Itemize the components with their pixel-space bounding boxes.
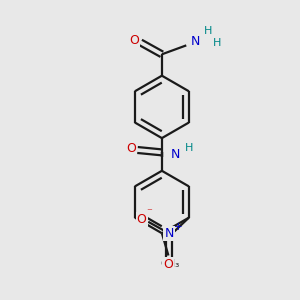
Text: H: H: [184, 142, 193, 153]
Text: H: H: [204, 26, 213, 35]
Text: H: H: [213, 38, 222, 48]
Text: N: N: [164, 227, 174, 240]
Text: +: +: [174, 221, 182, 232]
Text: O: O: [129, 34, 139, 46]
Text: CH₃: CH₃: [160, 259, 180, 269]
Text: O: O: [164, 258, 173, 272]
Text: N: N: [171, 148, 180, 161]
Text: ⁻: ⁻: [147, 207, 153, 217]
Text: N: N: [190, 35, 200, 48]
Text: O: O: [126, 142, 136, 155]
Text: O: O: [137, 214, 147, 226]
